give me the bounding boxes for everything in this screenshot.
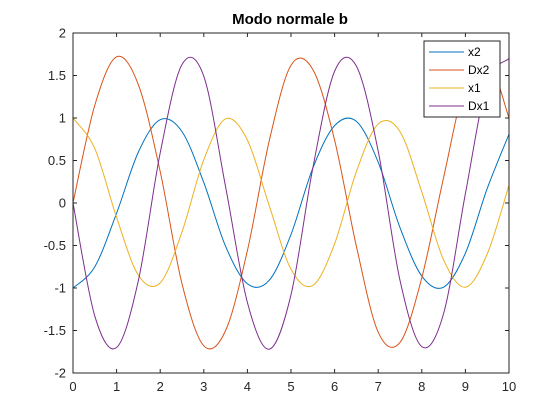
y-tick-label: 1.5 (48, 68, 66, 83)
y-tick-label: -2 (54, 366, 66, 381)
series-line-dx1 (72, 56, 510, 350)
x-tick-label: 8 (418, 379, 425, 394)
x-tick-label: 1 (113, 379, 120, 394)
y-tick-label: -0.5 (44, 238, 66, 253)
y-tick-label: -1 (54, 281, 66, 296)
y-tick-label: -1.5 (44, 323, 66, 338)
x-tick-label: 2 (157, 379, 164, 394)
x-tick-label: 3 (200, 379, 207, 394)
legend-label-dx1: Dx1 (468, 99, 490, 113)
legend-label-x1: x1 (468, 81, 481, 95)
chart-title: Modo normale b (232, 11, 348, 28)
x-tick-label: 7 (375, 379, 382, 394)
plot-area (72, 55, 510, 350)
legend-box (423, 40, 501, 118)
x-tick-label: 9 (462, 379, 469, 394)
x-tick-label: 6 (331, 379, 338, 394)
y-tick-label: 1 (59, 111, 66, 126)
x-tick-label: 10 (502, 379, 516, 394)
series-line-x2 (72, 117, 510, 289)
axes: 0 1 2 3 4 5 6 7 8 9 10 2 1.5 1 0.5 0 -0.5 -1 -1.5 -2 (44, 26, 517, 395)
legend[interactable]: x2 Dx2 x1 Dx1 (423, 40, 501, 118)
legend-label-x2: x2 (468, 45, 481, 59)
series-line-x1 (72, 117, 510, 288)
legend-label-dx2: Dx2 (468, 63, 490, 77)
y-tick-label: 0 (59, 196, 66, 211)
y-tick-label: 2 (59, 26, 66, 41)
x-tick-label: 0 (69, 379, 76, 394)
x-tick-label: 5 (287, 379, 294, 394)
series-line-dx2 (72, 55, 510, 350)
x-tick-label: 4 (244, 379, 251, 394)
y-tick-label: 0.5 (48, 153, 66, 168)
